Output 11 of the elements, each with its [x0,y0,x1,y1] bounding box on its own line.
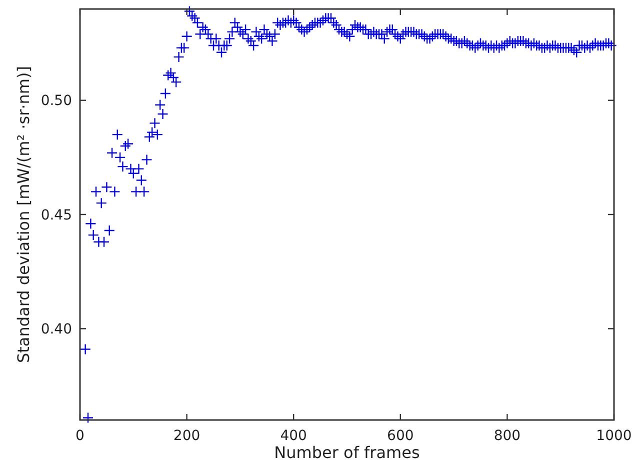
x-tick-label: 600 [387,428,414,444]
x-tick-label: 200 [173,428,200,444]
y-tick-label: 0.45 [40,207,72,224]
y-tick-label: 0.40 [40,322,72,338]
x-axis-title: Number of frames [274,443,420,462]
x-tick-label: 1000 [596,428,632,444]
y-axis-title: Standard deviation [mW/(m² ·sr·nm)] [14,66,33,363]
x-tick-label: 800 [494,428,521,444]
x-tick-label: 400 [280,428,307,444]
y-tick-label: 0.50 [40,93,72,110]
x-tick-label: 0 [76,428,84,444]
